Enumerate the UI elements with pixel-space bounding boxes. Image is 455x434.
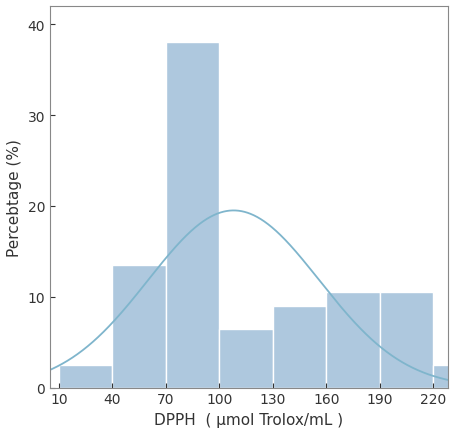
Bar — [433, 365, 451, 388]
Bar — [380, 293, 433, 388]
Bar — [273, 306, 326, 388]
Bar — [59, 365, 112, 388]
Bar — [326, 293, 380, 388]
Bar — [166, 43, 219, 388]
Bar — [219, 329, 273, 388]
Bar — [112, 265, 166, 388]
X-axis label: DPPH  ( μmol Trolox/mL ): DPPH ( μmol Trolox/mL ) — [154, 412, 344, 427]
Y-axis label: Percebtage (%): Percebtage (%) — [7, 138, 22, 256]
